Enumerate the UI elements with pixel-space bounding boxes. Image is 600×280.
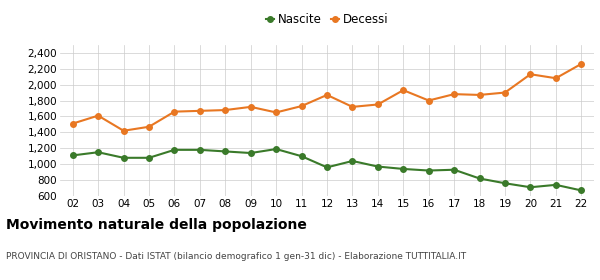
Decessi	[298, 104, 305, 108]
Decessi	[171, 110, 178, 113]
Decessi	[145, 125, 152, 129]
Decessi	[552, 76, 559, 80]
Nascite	[349, 159, 356, 163]
Nascite	[171, 148, 178, 151]
Decessi	[502, 91, 509, 94]
Nascite	[120, 156, 127, 160]
Text: Movimento naturale della popolazione: Movimento naturale della popolazione	[6, 218, 307, 232]
Nascite	[476, 177, 483, 180]
Nascite	[578, 189, 585, 192]
Nascite	[552, 183, 559, 186]
Nascite	[95, 151, 102, 154]
Nascite	[272, 147, 280, 151]
Line: Decessi: Decessi	[70, 61, 584, 134]
Decessi	[272, 111, 280, 114]
Decessi	[69, 122, 76, 125]
Decessi	[425, 99, 433, 102]
Nascite	[323, 166, 331, 169]
Nascite	[196, 148, 203, 151]
Decessi	[95, 114, 102, 117]
Nascite	[247, 151, 254, 155]
Nascite	[221, 150, 229, 153]
Nascite	[425, 169, 433, 172]
Nascite	[400, 167, 407, 171]
Nascite	[502, 182, 509, 185]
Nascite	[451, 168, 458, 171]
Decessi	[221, 108, 229, 112]
Decessi	[349, 105, 356, 109]
Decessi	[247, 105, 254, 109]
Legend: Nascite, Decessi: Nascite, Decessi	[261, 8, 393, 31]
Decessi	[120, 129, 127, 132]
Decessi	[196, 109, 203, 113]
Nascite	[298, 155, 305, 158]
Nascite	[374, 165, 382, 168]
Line: Nascite: Nascite	[70, 146, 584, 193]
Nascite	[69, 154, 76, 157]
Nascite	[145, 156, 152, 160]
Decessi	[400, 88, 407, 92]
Decessi	[578, 62, 585, 66]
Decessi	[374, 103, 382, 106]
Text: PROVINCIA DI ORISTANO - Dati ISTAT (bilancio demografico 1 gen-31 dic) - Elabora: PROVINCIA DI ORISTANO - Dati ISTAT (bila…	[6, 252, 466, 261]
Decessi	[476, 93, 483, 97]
Decessi	[527, 73, 534, 76]
Nascite	[527, 186, 534, 189]
Decessi	[323, 93, 331, 97]
Decessi	[451, 92, 458, 96]
